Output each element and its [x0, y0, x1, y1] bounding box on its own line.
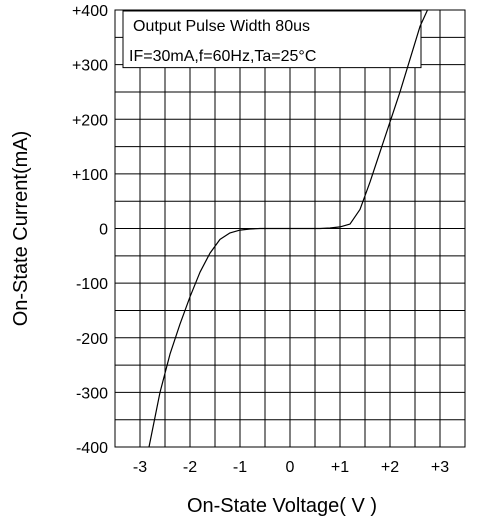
- x-tick-label: +1: [331, 459, 349, 476]
- y-tick-label: -400: [76, 440, 108, 457]
- x-tick-label: +3: [431, 459, 449, 476]
- x-tick-label: -2: [183, 459, 197, 476]
- x-tick-label: -1: [233, 459, 247, 476]
- series-group: [148, 9, 429, 448]
- y-axis-label: On-State Current(mA): [10, 131, 32, 327]
- grid: [115, 10, 465, 447]
- series-line-0: [148, 9, 429, 448]
- y-tick-labels: -400 -300 -200 -100 0 +100 +200 +300 +400: [72, 3, 108, 457]
- y-tick-label: -300: [76, 385, 108, 402]
- x-tick-label: +2: [381, 459, 399, 476]
- y-tick-label: +100: [72, 167, 108, 184]
- y-tick-label: +300: [72, 58, 108, 75]
- annotation-box: Output Pulse Width 80us IF=30mA,f=60Hz,T…: [122, 10, 422, 69]
- plot-frame: [114, 9, 466, 448]
- y-tick-label: -100: [76, 276, 108, 293]
- y-tick-label: +400: [72, 3, 108, 20]
- x-axis-label: On-State Voltage( V ): [187, 495, 377, 517]
- y-tick-label: -200: [76, 331, 108, 348]
- annotation-line-2: IF=30mA,f=60Hz,Ta=25°C: [129, 48, 316, 65]
- y-tick-label: +200: [72, 112, 108, 129]
- x-tick-label: -3: [133, 459, 147, 476]
- y-tick-label: 0: [99, 222, 108, 239]
- annotation-background: [122, 10, 422, 69]
- x-tick-labels: -3 -2 -1 0 +1 +2 +3: [133, 459, 449, 476]
- x-tick-label: 0: [286, 459, 295, 476]
- annotation-line-1: Output Pulse Width 80us: [133, 18, 310, 35]
